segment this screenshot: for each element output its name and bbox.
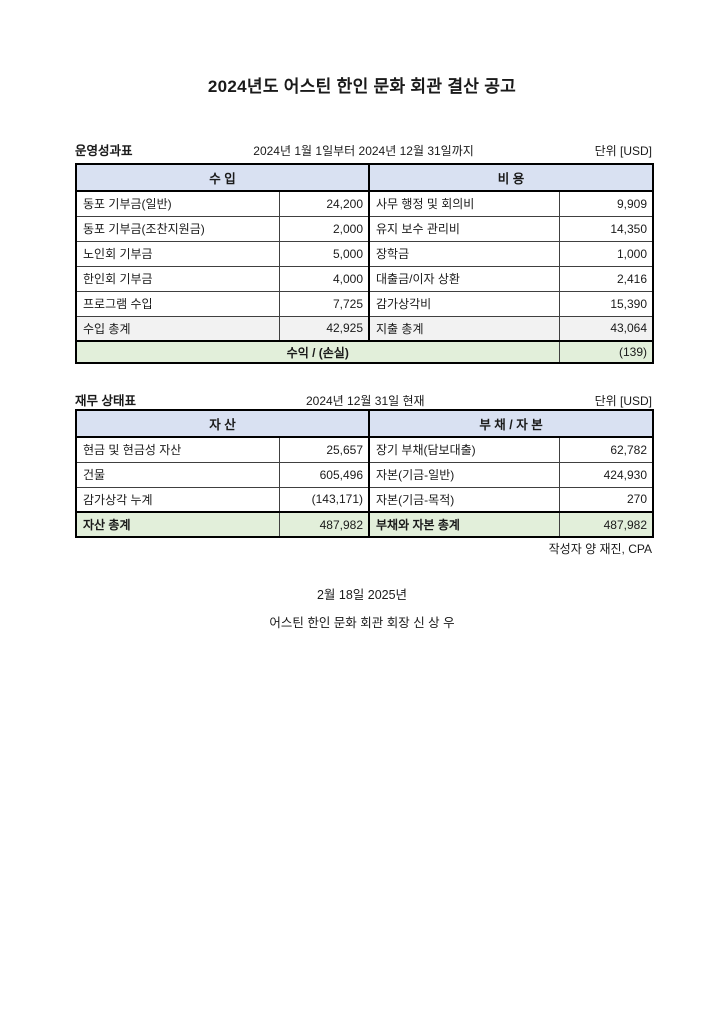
row-value: 424,930: [558, 461, 654, 488]
table-row: 건물 605,496 자본(기금-일반) 424,930: [75, 461, 654, 488]
statement-unit: 단위 [USD]: [594, 144, 652, 158]
total-label: 자산 총계: [75, 511, 280, 538]
total-value: 42,925: [278, 315, 370, 342]
row-value: 24,200: [278, 190, 370, 217]
statement-period: 2024년 12월 31일 현재: [305, 394, 425, 408]
row-value: 62,782: [558, 436, 654, 463]
total-value: 487,982: [558, 511, 654, 538]
liabilities-column-header: 부 채 / 자 본: [368, 409, 654, 438]
table-row: 동포 기부금(일반) 24,200 사무 행정 및 회의비 9,909: [75, 190, 654, 217]
table-row: 감가상각 누계 (143,171) 자본(기금-목적) 270: [75, 486, 654, 513]
total-label: 수입 총계: [75, 315, 280, 342]
row-label: 자본(기금-일반): [368, 461, 560, 488]
page-title: 2024년도 어스틴 한인 문화 회관 결산 공고: [207, 77, 517, 96]
statement-period: 2024년 1월 1일부터 2024년 12월 31일까지: [253, 144, 474, 158]
row-value: 5,000: [278, 240, 370, 267]
statement-unit: 단위 [USD]: [594, 394, 652, 408]
row-value: 25,657: [278, 436, 370, 463]
totals-row: 수입 총계 42,925 지출 총계 43,064: [75, 315, 654, 342]
row-label: 현금 및 현금성 자산: [75, 436, 280, 463]
income-column-header: 수 입: [75, 163, 371, 192]
preparer-line: 작성자 양 재진, CPA: [548, 542, 652, 556]
row-value: 7,725: [278, 290, 370, 317]
row-label: 감가상각 누계: [75, 486, 280, 513]
net-income-label: 수익 / (손실): [75, 340, 560, 364]
row-value: 270: [558, 486, 654, 513]
row-value: (143,171): [278, 486, 370, 513]
row-value: 1,000: [558, 240, 654, 267]
row-label: 한인회 기부금: [75, 265, 280, 292]
total-value: 43,064: [558, 315, 654, 342]
row-label: 자본(기금-목적): [368, 486, 560, 513]
row-value: 2,416: [558, 265, 654, 292]
statement-name: 재무 상태표: [75, 394, 136, 408]
row-label: 장기 부채(담보대출): [368, 436, 560, 463]
signature-line: 어스틴 한인 문화 회관 회장 신 상 우: [269, 616, 455, 630]
row-value: 14,350: [558, 215, 654, 242]
income-statement-table: 수 입 비 용 동포 기부금(일반) 24,200 사무 행정 및 회의비 9,…: [75, 163, 655, 364]
statement-name: 운영성과표: [75, 144, 133, 158]
income-statement-caption: 운영성과표 2024년 1월 1일부터 2024년 12월 31일까지 단위 […: [75, 140, 652, 159]
balance-sheet-caption: 재무 상태표 2024년 12월 31일 현재 단위 [USD]: [75, 390, 652, 409]
row-label: 장학금: [368, 240, 560, 267]
table-row: 동포 기부금(조찬지원금) 2,000 유지 보수 관리비 14,350: [75, 215, 654, 242]
table-row: 한인회 기부금 4,000 대출금/이자 상환 2,416: [75, 265, 654, 292]
table-row: 노인회 기부금 5,000 장학금 1,000: [75, 240, 654, 267]
row-label: 노인회 기부금: [75, 240, 280, 267]
row-label: 동포 기부금(일반): [75, 190, 280, 217]
net-income-row: 수익 / (손실) (139): [75, 340, 654, 364]
row-value: 605,496: [278, 461, 370, 488]
totals-row: 자산 총계 487,982 부채와 자본 총계 487,982: [75, 511, 654, 538]
row-value: 9,909: [558, 190, 654, 217]
date-line: 2월 18일 2025년: [316, 588, 408, 602]
net-income-value: (139): [558, 340, 654, 364]
table-row: 프로그램 수입 7,725 감가상각비 15,390: [75, 290, 654, 317]
total-label: 지출 총계: [368, 315, 560, 342]
row-label: 프로그램 수입: [75, 290, 280, 317]
header-row: 자 산 부 채 / 자 본: [75, 409, 654, 438]
total-value: 487,982: [278, 511, 370, 538]
total-label: 부채와 자본 총계: [368, 511, 560, 538]
assets-column-header: 자 산: [75, 409, 371, 438]
row-label: 사무 행정 및 회의비: [368, 190, 560, 217]
row-label: 동포 기부금(조찬지원금): [75, 215, 280, 242]
row-value: 15,390: [558, 290, 654, 317]
header-row: 수 입 비 용: [75, 163, 654, 192]
table-row: 현금 및 현금성 자산 25,657 장기 부채(담보대출) 62,782: [75, 436, 654, 463]
expense-column-header: 비 용: [368, 163, 654, 192]
row-label: 감가상각비: [368, 290, 560, 317]
row-value: 2,000: [278, 215, 370, 242]
row-value: 4,000: [278, 265, 370, 292]
row-label: 건물: [75, 461, 280, 488]
row-label: 대출금/이자 상환: [368, 265, 560, 292]
balance-sheet-table: 자 산 부 채 / 자 본 현금 및 현금성 자산 25,657 장기 부채(담…: [75, 409, 655, 538]
row-label: 유지 보수 관리비: [368, 215, 560, 242]
